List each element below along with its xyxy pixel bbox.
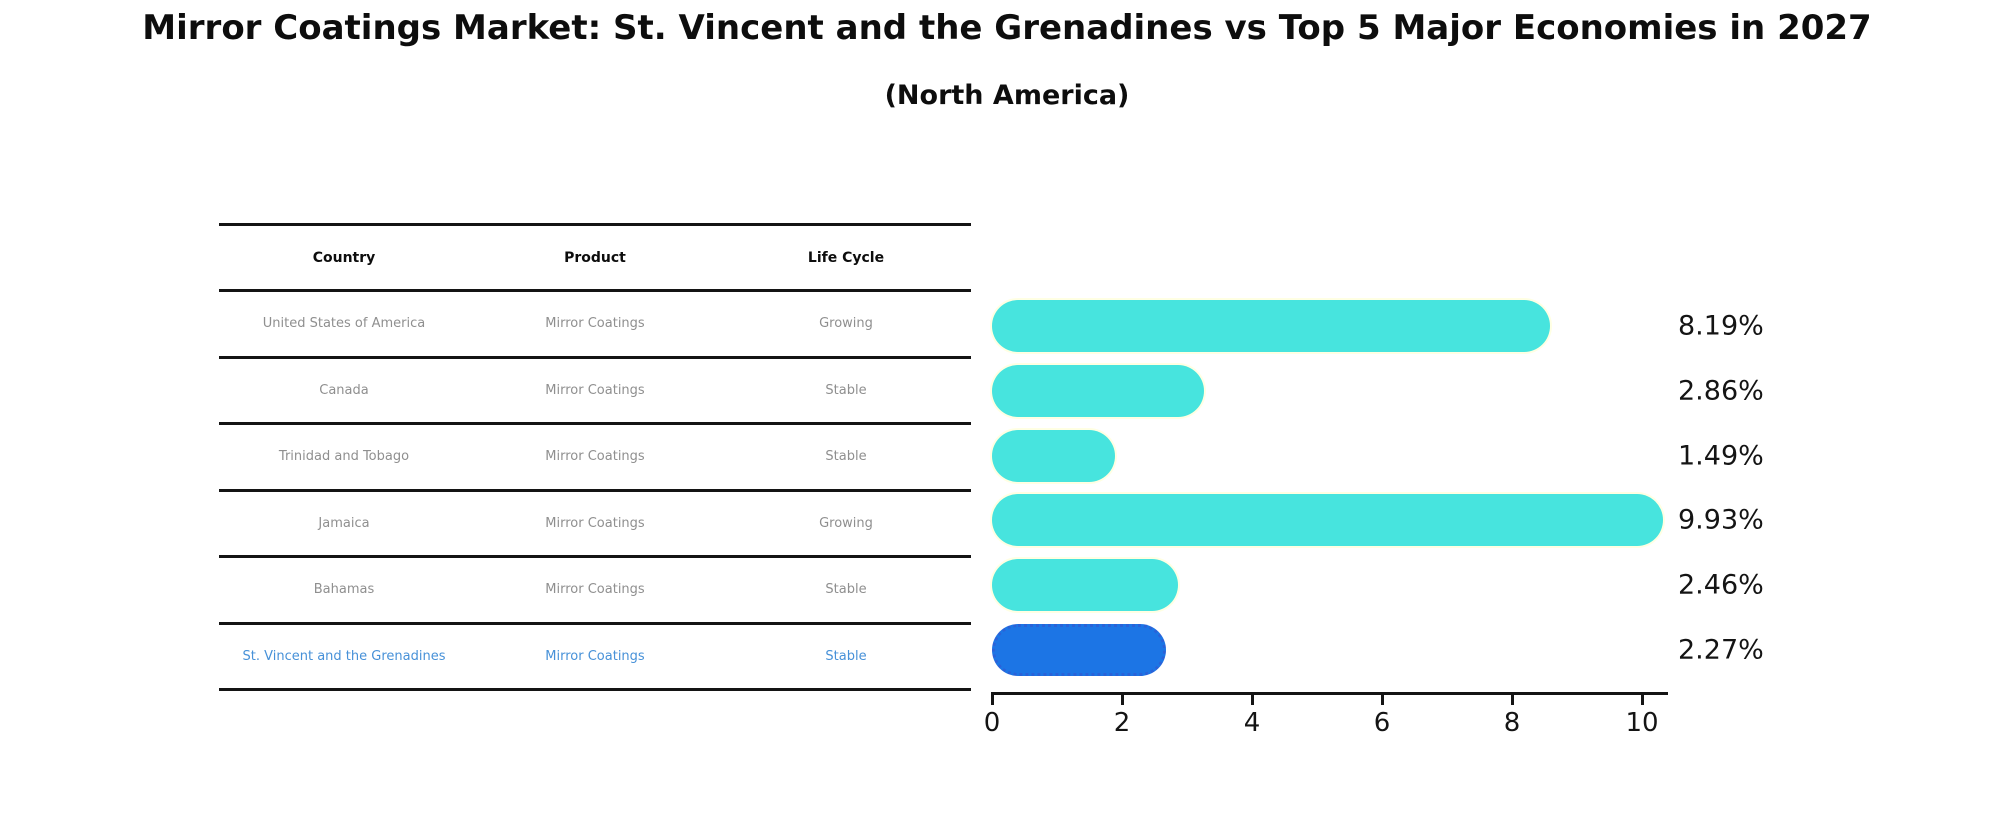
table-row: Canada Mirror Coatings Stable	[219, 359, 971, 425]
table-row: United States of America Mirror Coatings G…	[219, 292, 971, 359]
bar-highlighted	[992, 624, 1166, 676]
bar	[992, 300, 1551, 352]
table-header-lifecycle: Life Cycle	[807, 249, 885, 266]
lifecycle-cell: Growing	[819, 515, 873, 531]
bar-value-label: 9.93%	[1678, 504, 1764, 536]
product-cell: Mirror Coatings	[545, 382, 645, 398]
country-table: Country Product Life Cycle United States…	[219, 223, 971, 691]
table-row: Jamaica Mirror Coatings Growing	[219, 492, 971, 558]
table-body: United States of America Mirror Coatings G…	[219, 292, 971, 691]
bar	[992, 559, 1178, 612]
bar	[992, 494, 1664, 547]
product-cell: Mirror Coatings	[545, 582, 645, 598]
product-cell: Mirror Coatings	[545, 515, 645, 531]
table-header-country: Country	[312, 249, 376, 266]
bar-value-label: 2.86%	[1678, 375, 1764, 407]
table-row: Trinidad and Tobago Mirror Coatings Stable	[219, 425, 971, 492]
table-row: St. Vincent and the Grenadines Mirror Coa…	[219, 625, 971, 691]
x-tick	[990, 692, 994, 705]
lifecycle-cell: Stable	[825, 449, 867, 465]
country-cell: Bahamas	[313, 582, 375, 598]
x-tick	[1640, 692, 1644, 705]
table-row: Bahamas Mirror Coatings Stable	[219, 558, 971, 625]
lifecycle-cell: Stable	[825, 648, 867, 664]
country-cell: Canada	[319, 382, 369, 398]
table-header-row: Country Product Life Cycle	[219, 226, 971, 292]
product-cell: Mirror Coatings	[545, 316, 645, 332]
bar	[992, 429, 1115, 482]
x-tick	[1380, 692, 1384, 705]
country-cell: Jamaica	[318, 515, 370, 531]
bar-value-label: 1.49%	[1678, 440, 1764, 472]
bar	[992, 364, 1204, 417]
product-cell: Mirror Coatings	[545, 648, 645, 664]
chart-title: Mirror Coatings Market: St. Vincent and …	[142, 8, 1872, 48]
x-tick-label: 0	[983, 708, 1001, 738]
chart-subtitle: (North America)	[884, 80, 1130, 111]
lifecycle-cell: Stable	[825, 582, 867, 598]
bar-value-label: 2.46%	[1678, 569, 1764, 601]
x-tick-label: 8	[1503, 708, 1521, 738]
lifecycle-cell: Stable	[825, 382, 867, 398]
x-tick-label: 6	[1373, 708, 1391, 738]
country-cell: United States of America	[262, 316, 426, 332]
bar-value-label: 2.27%	[1678, 634, 1764, 666]
x-tick-label: 2	[1113, 708, 1131, 738]
x-tick	[1510, 692, 1514, 705]
table-header-product: Product	[564, 249, 626, 266]
lifecycle-cell: Growing	[819, 316, 873, 332]
country-cell: St. Vincent and the Grenadines	[242, 648, 446, 664]
x-axis	[992, 692, 1668, 695]
x-tick	[1250, 692, 1254, 705]
x-tick-label: 10	[1625, 708, 1659, 738]
x-tick	[1120, 692, 1124, 705]
x-tick-label: 4	[1243, 708, 1261, 738]
country-cell: Trinidad and Tobago	[278, 449, 410, 465]
bar-value-label: 8.19%	[1678, 310, 1764, 342]
product-cell: Mirror Coatings	[545, 449, 645, 465]
